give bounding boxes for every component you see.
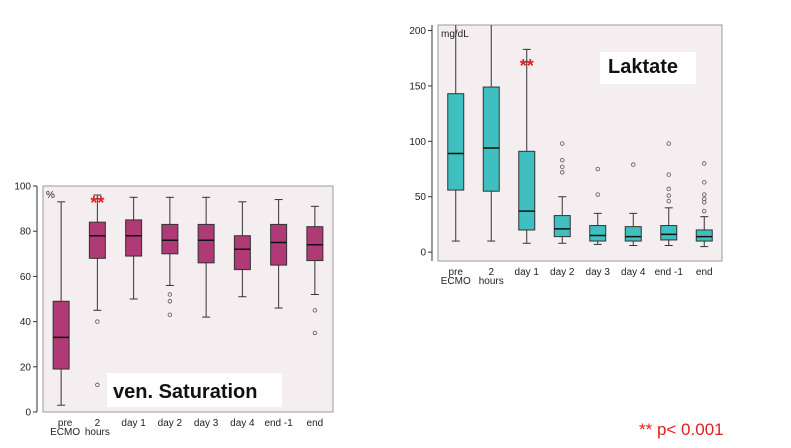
y-unit-label: % xyxy=(46,190,55,201)
y-tick-label: 0 xyxy=(25,408,31,419)
x-tick-label: day 3 xyxy=(194,418,219,429)
x-tick-label: pre xyxy=(58,418,73,429)
significance-footnote: ** p< 0.001 xyxy=(639,420,724,439)
outlier-point xyxy=(666,186,671,192)
outlier-point xyxy=(595,192,600,197)
outlier-point xyxy=(560,141,565,146)
box-iqr xyxy=(88,221,106,259)
outlier-point xyxy=(312,330,318,336)
outlier-point xyxy=(702,161,707,166)
box-iqr xyxy=(589,225,607,242)
y-tick-label: 80 xyxy=(20,227,32,238)
x-tick-label: ECMO xyxy=(441,276,471,287)
y-tick-label: 100 xyxy=(14,182,31,193)
significance-marker: ** xyxy=(90,193,104,213)
x-tick-label: 2 xyxy=(95,418,101,429)
outlier-point xyxy=(167,299,173,304)
x-tick-label: end xyxy=(696,267,713,278)
outlier-point xyxy=(595,166,600,172)
box-iqr xyxy=(624,226,642,242)
x-tick-label: end -1 xyxy=(655,267,684,278)
chart-title: Laktate xyxy=(608,56,678,78)
y-tick-label: 150 xyxy=(409,81,426,92)
box-iqr xyxy=(270,223,288,266)
outlier-point xyxy=(560,157,565,163)
box-iqr xyxy=(161,223,179,255)
title-background xyxy=(600,52,696,84)
x-tick-label: day 2 xyxy=(158,418,183,429)
outlier-point xyxy=(560,164,565,170)
box-iqr xyxy=(125,219,143,257)
x-tick-label: hours xyxy=(85,427,110,438)
outlier-point xyxy=(167,312,173,318)
y-unit-label: mg/dL xyxy=(441,29,469,40)
outlier-point xyxy=(666,198,671,204)
y-tick-label: 60 xyxy=(20,272,32,283)
x-tick-label: day 4 xyxy=(230,418,255,429)
outlier-point xyxy=(312,308,318,313)
y-tick-label: 0 xyxy=(420,248,426,259)
outlier-point xyxy=(702,192,707,197)
box-iqr xyxy=(518,150,536,231)
significance-marker: ** xyxy=(520,56,534,76)
x-tick-label: day 1 xyxy=(121,418,146,429)
x-tick-label: day 2 xyxy=(550,267,575,278)
y-tick-label: 20 xyxy=(20,362,32,373)
outlier-point xyxy=(560,170,565,175)
x-tick-label: day 3 xyxy=(586,267,611,278)
box-iqr xyxy=(695,229,713,242)
box-iqr xyxy=(52,300,70,370)
y-tick-label: 40 xyxy=(20,317,32,328)
x-tick-label: day 1 xyxy=(515,267,540,278)
y-tick-label: 100 xyxy=(409,137,426,148)
box-iqr xyxy=(660,225,678,241)
box-iqr xyxy=(553,215,571,238)
x-tick-label: 2 xyxy=(488,267,494,278)
box-iqr xyxy=(233,235,251,271)
outlier-point xyxy=(666,172,671,177)
x-tick-label: pre xyxy=(449,267,464,278)
x-tick-label: end xyxy=(307,418,324,429)
box-iqr xyxy=(197,223,215,264)
x-tick-label: end -1 xyxy=(264,418,293,429)
x-tick-label: ECMO xyxy=(50,427,80,438)
x-tick-label: day 4 xyxy=(621,267,646,278)
outlier-point xyxy=(666,193,671,198)
outlier-point xyxy=(702,180,707,185)
outlier-point xyxy=(702,208,707,214)
box-iqr xyxy=(447,93,465,191)
outlier-point xyxy=(95,382,100,388)
outlier-point xyxy=(666,141,671,146)
outlier-point xyxy=(95,319,100,324)
outlier-point xyxy=(702,196,707,202)
y-tick-label: 200 xyxy=(409,26,426,37)
x-tick-label: hours xyxy=(479,276,504,287)
box-iqr xyxy=(482,86,500,192)
outlier-point xyxy=(631,162,636,167)
y-tick-label: 50 xyxy=(415,192,427,203)
title-background xyxy=(107,373,282,407)
outlier-point xyxy=(167,292,173,297)
box-iqr xyxy=(306,226,324,262)
chart-title: ven. Saturation xyxy=(113,381,257,403)
